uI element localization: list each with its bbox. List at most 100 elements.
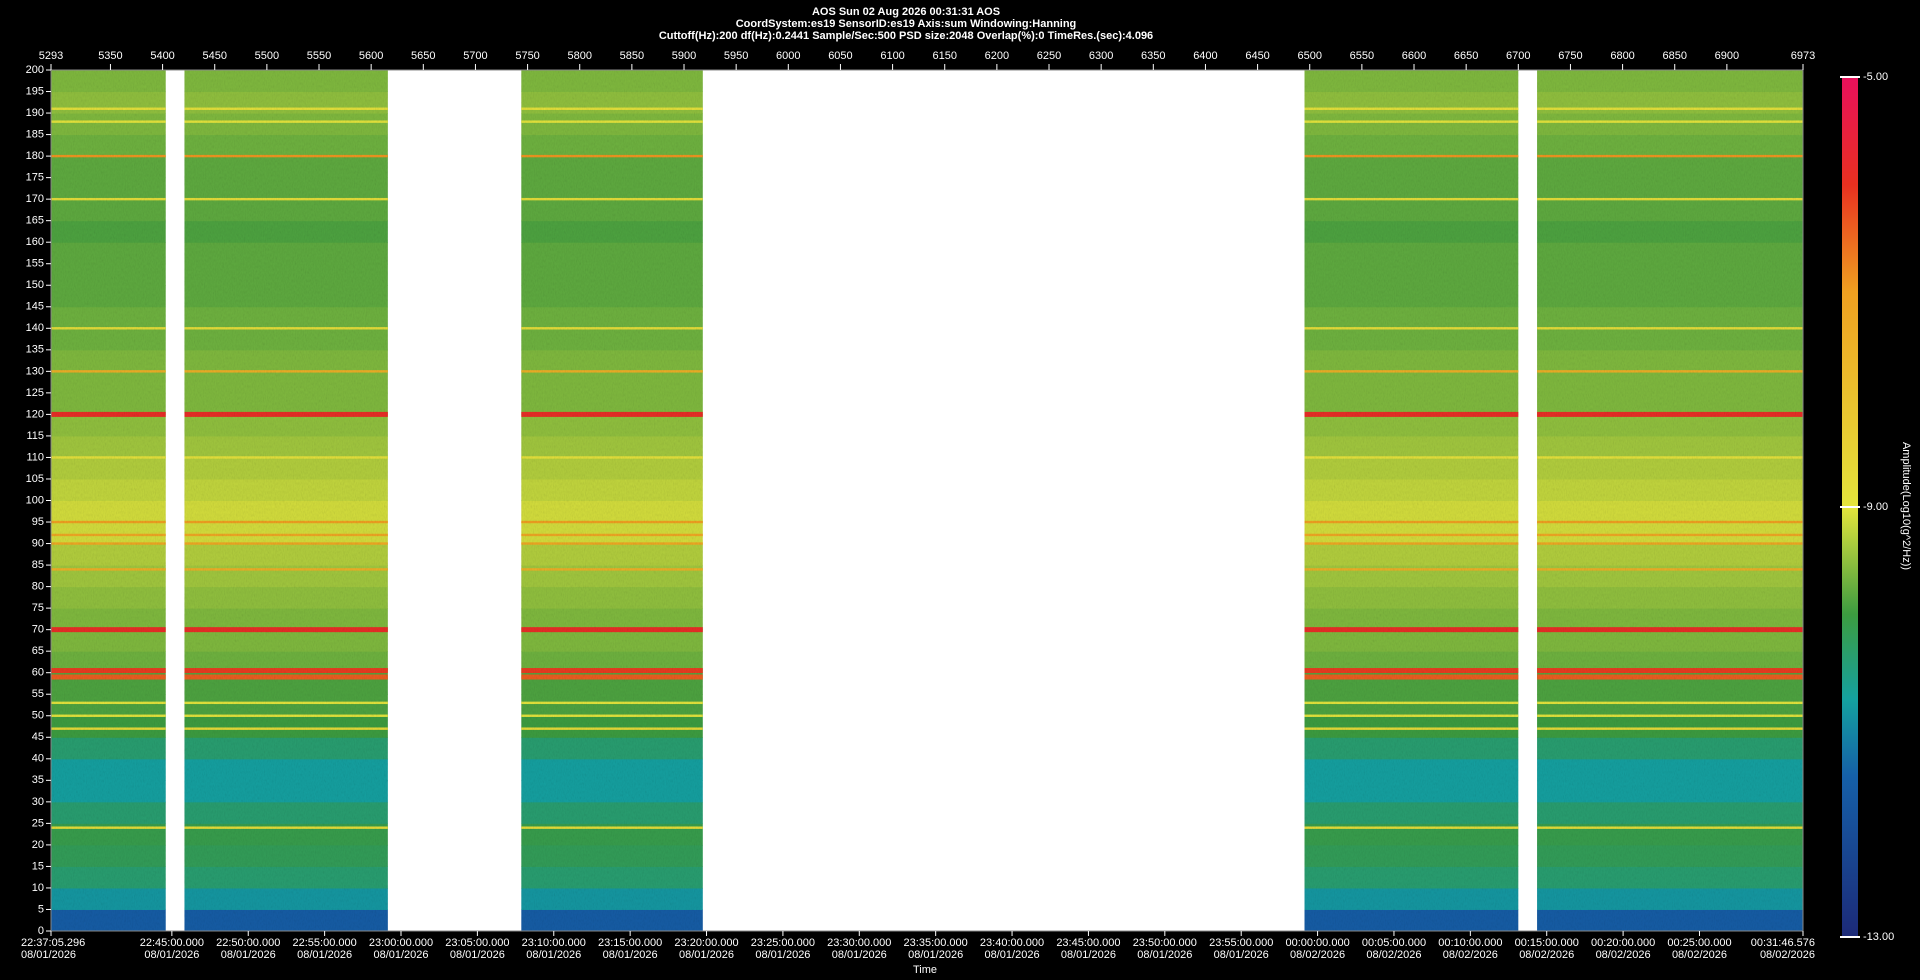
x-tick-label: 5400 — [150, 50, 174, 62]
x2-tick-date: 08/01/2026 — [679, 949, 734, 961]
x2-tick-label: 23:40:00.000 — [980, 937, 1044, 949]
x-tick-label: 5700 — [463, 50, 487, 62]
x-tick-label: 6300 — [1089, 50, 1113, 62]
x2-tick-label: 00:31:46.576 — [1751, 937, 1815, 949]
x2-tick-label: 23:55:00.000 — [1209, 937, 1273, 949]
x2-tick-date: 08/01/2026 — [21, 949, 76, 961]
y-tick-label: 65 — [32, 645, 44, 657]
x-tick-label: 6350 — [1141, 50, 1165, 62]
x-tick-label: 6100 — [880, 50, 904, 62]
x2-tick-label: 23:00:00.000 — [369, 937, 433, 949]
x2-tick-date: 08/01/2026 — [450, 949, 505, 961]
x-tick-label: 5293 — [39, 50, 63, 62]
y-tick-label: 50 — [32, 710, 44, 722]
x-tick-label: 5500 — [255, 50, 279, 62]
x2-tick-label: 22:55:00.000 — [293, 937, 357, 949]
y-tick-label: 200 — [26, 64, 44, 76]
x-tick-label: 6600 — [1402, 50, 1426, 62]
header-line: Cuttoff(Hz):200 df(Hz):0.2441 Sample/Sec… — [659, 30, 1153, 42]
colorbar-label: Amplitude(Log10(g^2/Hz)) — [1900, 442, 1912, 570]
x2-tick-label: 23:45:00.000 — [1056, 937, 1120, 949]
x-tick-label: 6150 — [932, 50, 956, 62]
y-tick-label: 155 — [26, 258, 44, 270]
y-tick-label: 60 — [32, 667, 44, 679]
x-tick-label: 5950 — [724, 50, 748, 62]
header-line: AOS Sun 02 Aug 2026 00:31:31 AOS — [812, 6, 1000, 18]
x2-tick-label: 22:45:00.000 — [140, 937, 204, 949]
noise-texture — [1304, 70, 1519, 931]
y-tick-label: 145 — [26, 301, 44, 313]
y-tick-label: 95 — [32, 516, 44, 528]
x2-tick-label: 23:10:00.000 — [522, 937, 586, 949]
x2-tick-label: 00:00:00.000 — [1285, 937, 1349, 949]
y-tick-label: 110 — [26, 451, 44, 463]
y-tick-label: 90 — [32, 537, 44, 549]
x2-tick-label: 23:50:00.000 — [1133, 937, 1197, 949]
x2-tick-date: 08/02/2026 — [1672, 949, 1727, 961]
x-axis-label: Time — [913, 964, 937, 976]
x2-tick-label: 00:10:00.000 — [1438, 937, 1502, 949]
x-tick-label: 6900 — [1715, 50, 1739, 62]
x-tick-label: 5450 — [202, 50, 226, 62]
y-tick-label: 165 — [26, 215, 44, 227]
x-tick-label: 5600 — [359, 50, 383, 62]
x-tick-label: 5850 — [620, 50, 644, 62]
x-tick-label: 6400 — [1193, 50, 1217, 62]
y-tick-label: 35 — [32, 774, 44, 786]
x2-tick-date: 08/02/2026 — [1596, 949, 1651, 961]
y-tick-label: 70 — [32, 624, 44, 636]
noise-texture — [1537, 70, 1803, 931]
x2-tick-date: 08/01/2026 — [297, 949, 352, 961]
x2-tick-label: 23:35:00.000 — [904, 937, 968, 949]
y-tick-label: 75 — [32, 602, 44, 614]
x2-tick-date: 08/01/2026 — [1061, 949, 1116, 961]
y-tick-label: 185 — [26, 128, 44, 140]
y-tick-label: 85 — [32, 559, 44, 571]
x-tick-label: 5550 — [307, 50, 331, 62]
x-tick-label: 6000 — [776, 50, 800, 62]
x2-tick-date: 08/01/2026 — [832, 949, 887, 961]
x2-tick-label: 23:20:00.000 — [674, 937, 738, 949]
x-tick-label: 6850 — [1662, 50, 1686, 62]
x2-tick-date: 08/02/2026 — [1290, 949, 1345, 961]
y-tick-label: 140 — [26, 322, 44, 334]
y-tick-label: 45 — [32, 731, 44, 743]
y-tick-label: 190 — [26, 107, 44, 119]
x-tick-label: 5750 — [515, 50, 539, 62]
x2-tick-label: 23:15:00.000 — [598, 937, 662, 949]
y-tick-label: 0 — [38, 925, 44, 937]
y-tick-label: 100 — [26, 494, 44, 506]
x-tick-label: 6550 — [1350, 50, 1374, 62]
y-tick-label: 120 — [26, 408, 44, 420]
colorbar-tick-label: -5.00 — [1863, 71, 1888, 83]
y-tick-label: 80 — [32, 581, 44, 593]
x2-tick-date: 08/01/2026 — [1137, 949, 1192, 961]
header-line: CoordSystem:es19 SensorID:es19 Axis:sum … — [736, 18, 1077, 30]
x2-tick-label: 23:05:00.000 — [445, 937, 509, 949]
x2-tick-date: 08/02/2026 — [1760, 949, 1815, 961]
y-tick-label: 170 — [26, 193, 44, 205]
x-tick-label: 5800 — [567, 50, 591, 62]
y-tick-label: 15 — [32, 860, 44, 872]
x-tick-label: 6700 — [1506, 50, 1530, 62]
y-tick-label: 115 — [26, 430, 44, 442]
x2-tick-label: 00:20:00.000 — [1591, 937, 1655, 949]
x-tick-label: 6450 — [1245, 50, 1269, 62]
colorbar-tick-label: -13.00 — [1863, 931, 1894, 943]
x2-tick-date: 08/01/2026 — [755, 949, 810, 961]
noise-texture — [51, 70, 166, 931]
y-tick-label: 105 — [26, 473, 44, 485]
x-tick-label: 6050 — [828, 50, 852, 62]
y-tick-label: 175 — [26, 172, 44, 184]
y-tick-label: 195 — [26, 85, 44, 97]
x2-tick-date: 08/02/2026 — [1443, 949, 1498, 961]
y-tick-label: 55 — [32, 688, 44, 700]
y-tick-label: 135 — [26, 344, 44, 356]
y-tick-label: 150 — [26, 279, 44, 291]
x-tick-label: 6200 — [985, 50, 1009, 62]
y-tick-label: 10 — [32, 882, 44, 894]
x2-tick-date: 08/01/2026 — [908, 949, 963, 961]
noise-texture — [184, 70, 388, 931]
y-tick-label: 40 — [32, 753, 44, 765]
x2-tick-label: 00:25:00.000 — [1667, 937, 1731, 949]
